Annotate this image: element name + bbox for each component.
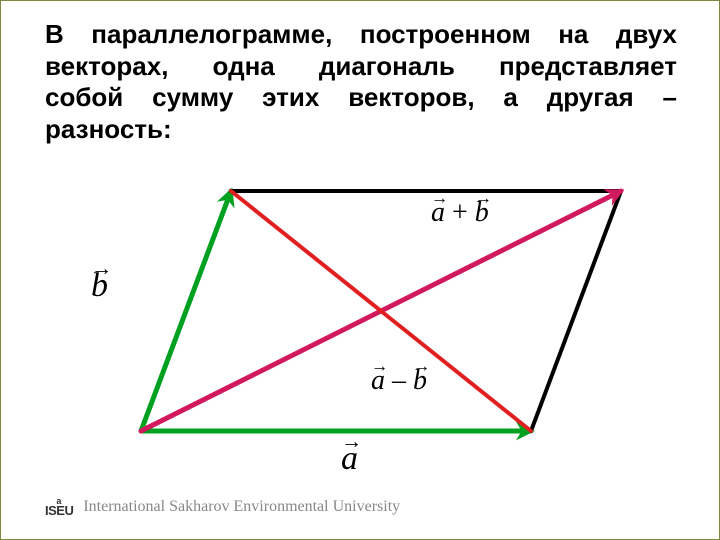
label-diff: →a – →b — [371, 357, 430, 396]
parallelogram-diagram: →b →a →a + →b →a – →b — [61, 161, 661, 471]
heading-line: разность: — [45, 114, 677, 146]
footer: a ISEU International Sakharov Environmen… — [45, 497, 400, 517]
label-sum: →a + →b — [431, 189, 492, 228]
logo-bottom-text: ISEU — [45, 505, 73, 517]
slide: В параллелограмме, построенном на двухве… — [0, 0, 720, 540]
logo-icon: a ISEU — [45, 497, 73, 517]
heading-line: В параллелограмме, построенном на двух — [45, 19, 677, 51]
label-b: →b — [91, 256, 112, 304]
label-a: →a — [341, 429, 362, 471]
heading-line: векторах, одна диагональ представляет — [45, 51, 677, 83]
heading-text: В параллелограмме, построенном на двухве… — [45, 19, 677, 146]
heading-line: собой сумму этих векторов, а другая – — [45, 82, 677, 114]
footer-text: International Sakharov Environmental Uni… — [83, 498, 400, 516]
